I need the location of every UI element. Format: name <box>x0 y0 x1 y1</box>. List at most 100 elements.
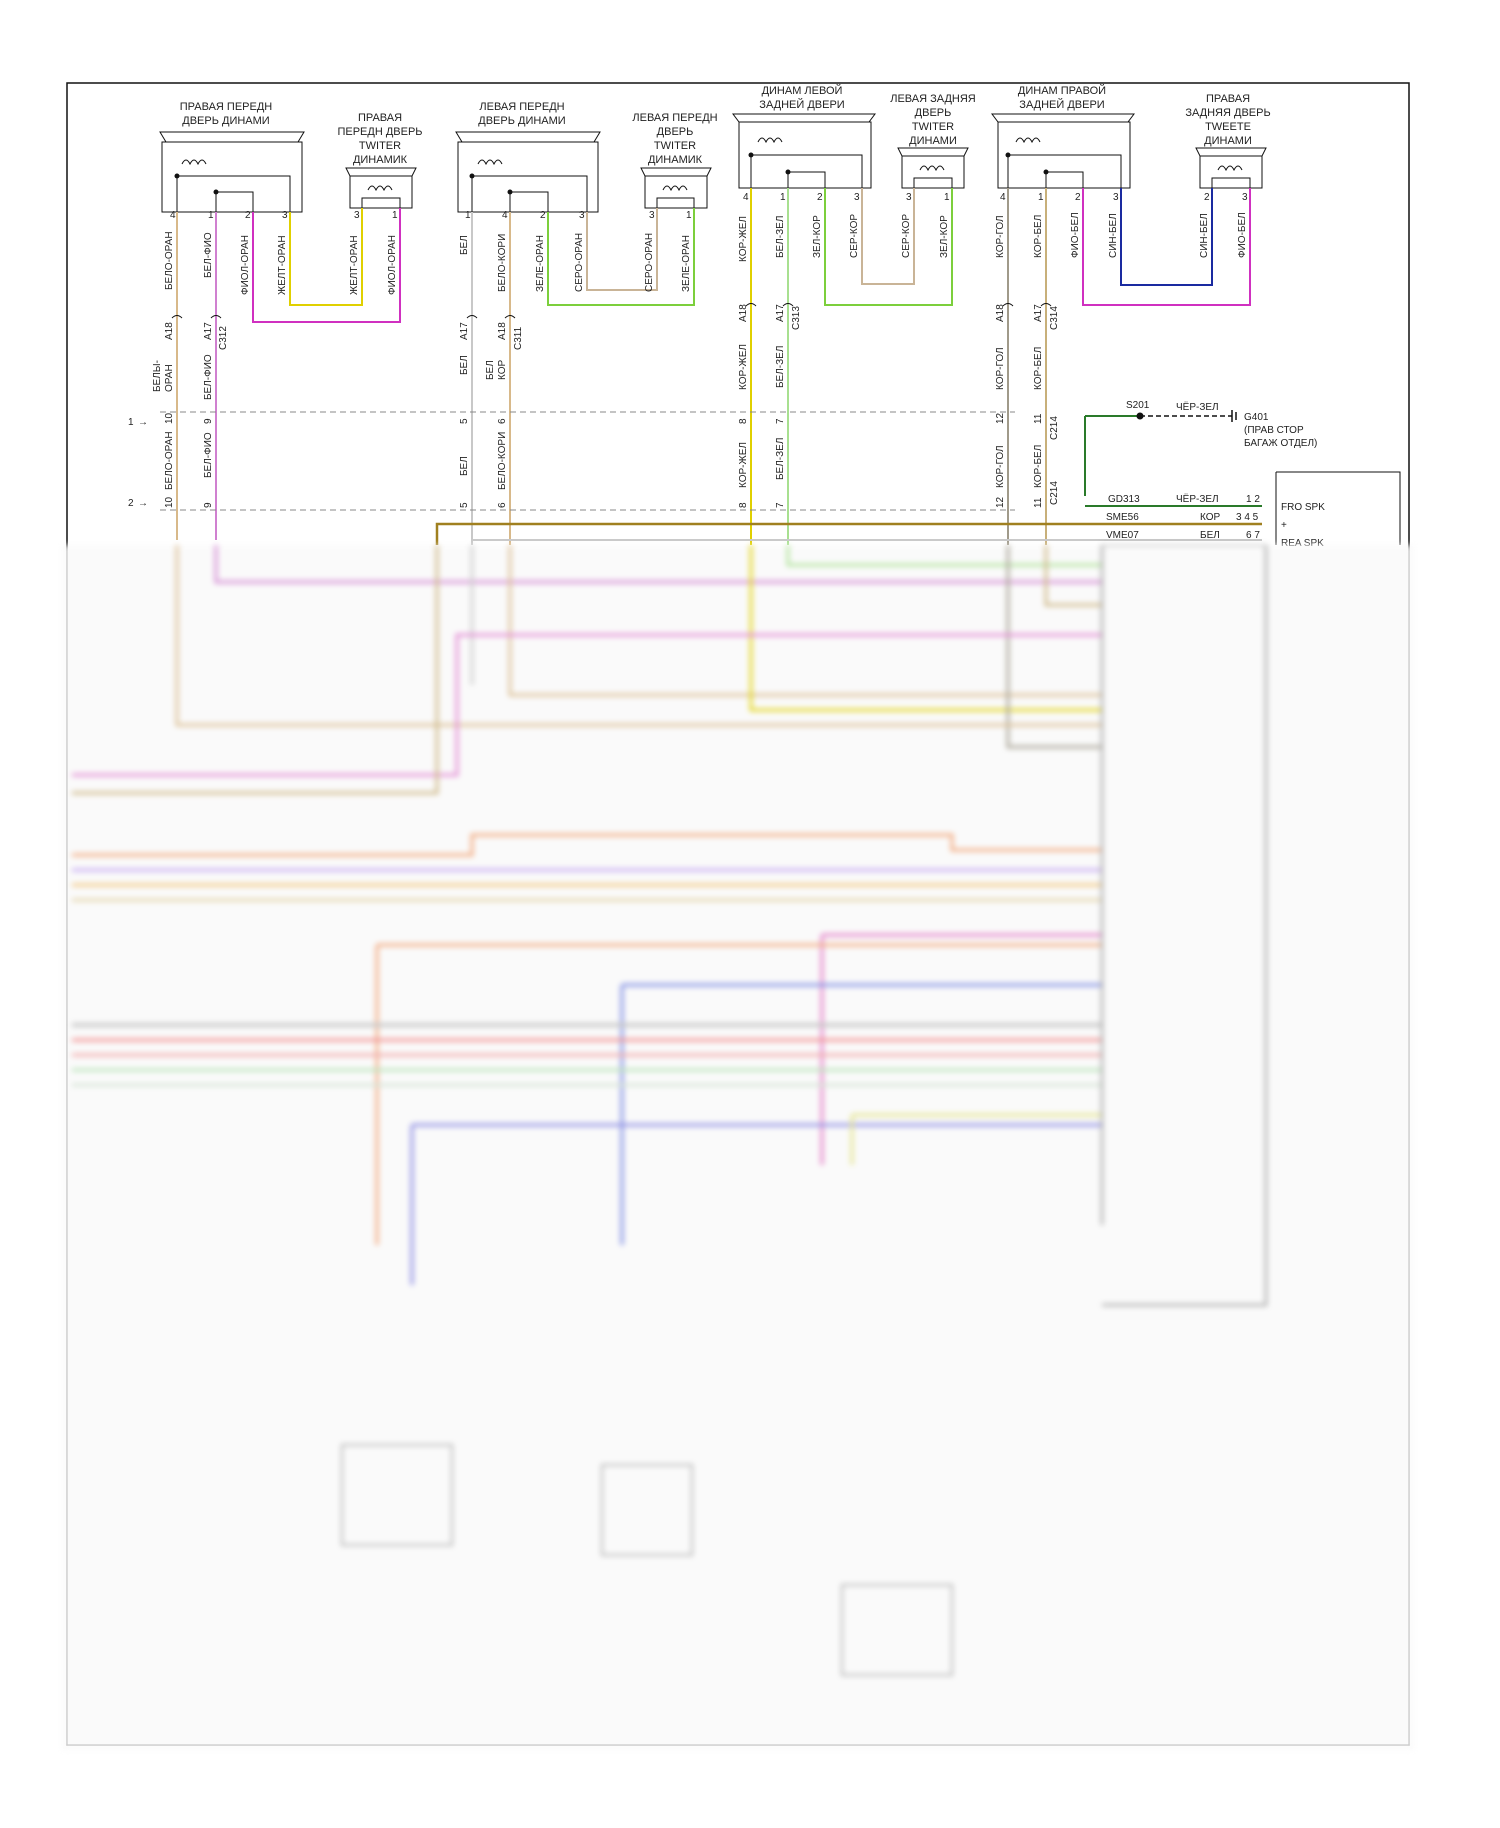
low-lf-label-2: БЕЛО-КОРИ <box>497 432 508 490</box>
row1-pin-7: 7 <box>775 418 786 424</box>
rr-tweeter-title-2: ЗАДНЯЯ ДВЕРЬ <box>1185 107 1270 119</box>
rf-mid-label-1a: БЕЛЫ- <box>152 360 163 392</box>
rf-wire-label-1: БЕЛО-ОРАН <box>164 231 175 290</box>
rrt-wire-label-1: СИН-БЕЛ <box>1199 213 1210 258</box>
row1-pin-6: 6 <box>497 418 508 424</box>
module-label-plus: + <box>1281 520 1287 531</box>
module-label-fro-spk: FRO SPK <box>1281 502 1325 513</box>
lf-conn-c311: C311 <box>513 326 524 350</box>
rr-tweeter: ПРАВАЯ ЗАДНЯЯ ДВЕРЬ TWEETE ДИНАМИ <box>1185 93 1271 189</box>
lf-mid-label-2b: КОР <box>497 360 508 380</box>
lf-wire-label-1: БЕЛ <box>459 235 470 255</box>
module-color-row-2: КОР <box>1200 512 1220 523</box>
lf-pin-4: 4 <box>502 210 508 221</box>
rf-tweeter-title-3: TWITER <box>359 140 401 152</box>
lf-door-title-2: ДВЕРЬ ДИНАМИ <box>478 115 565 127</box>
rf-tweeter-title-1: ПРАВАЯ <box>358 112 402 124</box>
lr-pin-2: 2 <box>817 192 823 203</box>
low-lr-label-2: БЕЛ-ЗЕЛ <box>775 438 786 480</box>
row2-pin-9: 9 <box>203 502 214 508</box>
low-rf-label-2: БЕЛ-ФИО <box>203 432 214 478</box>
row1-pin-11: 11 <box>1033 413 1044 424</box>
rf-pin-2: 2 <box>245 210 251 221</box>
rr-mid-label-2: КОР-БЕЛ <box>1033 347 1044 390</box>
row1-pin-9: 9 <box>203 418 214 424</box>
lf-tweeter-title-3: TWITER <box>654 140 696 152</box>
lf-door-speaker: ЛЕВАЯ ПЕРЕДН ДВЕРЬ ДИНАМИ <box>455 101 601 213</box>
rr-wire-label-3: ФИО-БЕЛ <box>1070 212 1081 258</box>
row-2-arrow: → <box>138 498 148 509</box>
module-pins-row-3: 6 7 <box>1246 530 1260 541</box>
rr-wire-label-4: СИН-БЕЛ <box>1108 213 1119 258</box>
lf-door-title-1: ЛЕВАЯ ПЕРЕДН <box>479 101 564 113</box>
rr-tweeter-title-3: TWEETE <box>1205 121 1251 133</box>
module-color-row-3: БЕЛ <box>1200 530 1220 541</box>
lr-wire-label-4: СЕР-КОР <box>849 214 860 258</box>
lf-tw-pin-1: 1 <box>686 210 692 221</box>
rf-conn-a18: A18 <box>164 322 175 340</box>
rr-tweeter-title-4: ДИНАМИ <box>1204 135 1252 147</box>
rr-conn-a17: A17 <box>1033 304 1044 322</box>
ground-splice: S201 ЧЁР-ЗЕЛ G401 (ПРАВ СТОР БАГАЖ ОТДЕЛ… <box>1084 400 1317 496</box>
row1-pin-12: 12 <box>995 412 1006 424</box>
splice-s201: S201 <box>1126 400 1150 411</box>
module-color-row-1: ЧЁР-ЗЕЛ <box>1176 493 1219 505</box>
lr-tweeter-title-4: ДИНАМИ <box>909 135 957 147</box>
row-1-arrow: → <box>138 417 148 428</box>
lr-mid-label-1: КОР-ЖЕЛ <box>738 344 749 390</box>
rf-tw-pin-3: 3 <box>354 210 360 221</box>
row2-pin-8: 8 <box>738 502 749 508</box>
rft-wire-label-1: ЖЕЛТ-ОРАН <box>349 235 360 295</box>
low-lf-label-1: БЕЛ <box>459 456 470 476</box>
module-pins-row-1: 1 2 <box>1246 494 1260 505</box>
lr-tweeter-title-1: ЛЕВАЯ ЗАДНЯЯ <box>890 93 976 105</box>
lf-wire-label-4: СЕРО-ОРАН <box>574 233 585 292</box>
rr-mid-label-1: КОР-ГОЛ <box>995 347 1006 390</box>
lr-conn-c313: C313 <box>791 306 802 330</box>
rr-conn-c314: C314 <box>1049 306 1060 330</box>
rf-tweeter: ПРАВАЯ ПЕРЕДН ДВЕРЬ TWITER ДИНАМИК <box>337 112 423 209</box>
rr-door-speaker: ДИНАМ ПРАВОЙ ЗАДНЕЙ ДВЕРИ <box>991 84 1135 189</box>
module-circuit-sme56: SME56 <box>1106 512 1139 523</box>
row-1-marker: 1 <box>128 417 134 428</box>
rf-conn-a17: A17 <box>203 322 214 340</box>
rr-pin-2: 2 <box>1075 192 1081 203</box>
rf-tweeter-title-2: ПЕРЕДН ДВЕРЬ <box>337 126 422 138</box>
lf-tw-pin-3: 3 <box>649 210 655 221</box>
row2-pin-6: 6 <box>497 502 508 508</box>
rf-door-speaker: ПРАВАЯ ПЕРЕДН ДВЕРЬ ДИНАМИ <box>159 101 305 213</box>
rf-wire-label-2: БЕЛ-ФИО <box>203 232 214 278</box>
lf-tweeter: ЛЕВАЯ ПЕРЕДН ДВЕРЬ TWITER ДИНАМИК <box>632 112 718 209</box>
ground-desc-2: БАГАЖ ОТДЕЛ) <box>1244 438 1317 449</box>
lr-wire-label-1: КОР-ЖЕЛ <box>738 216 749 262</box>
lft-wire-label-2: ЗЕЛЕ-ОРАН <box>681 235 692 292</box>
lf-pin-2: 2 <box>540 210 546 221</box>
lr-wire-label-3: ЗЕЛ-КОР <box>812 215 823 258</box>
lr-wire-label-2: БЕЛ-ЗЕЛ <box>775 216 786 258</box>
lrt-wire-label-2: ЗЕЛ-КОР <box>939 215 950 258</box>
lrt-wire-label-1: СЕР-КОР <box>901 214 912 258</box>
lf-wire-label-2: БЕЛО-КОРИ <box>497 234 508 292</box>
lf-mid-label-2a: БЕЛ <box>485 360 496 380</box>
low-rf-label-1: БЕЛО-ОРАН <box>164 431 175 490</box>
ground-g401: G401 <box>1244 412 1269 423</box>
row1-conn-c214: C214 <box>1049 416 1060 440</box>
module-label-rea-spk: REA SPK <box>1281 538 1324 549</box>
module-pins-row-2: 3 4 5 <box>1236 512 1259 523</box>
lf-conn-a18: A18 <box>497 322 508 340</box>
lft-wire-label-1: СЕРО-ОРАН <box>644 233 655 292</box>
row-2-marker: 2 <box>128 498 134 509</box>
lf-wire-label-3: ЗЕЛЕ-ОРАН <box>535 235 546 292</box>
rf-conn-c312: C312 <box>218 326 229 350</box>
rf-mid-label-2: БЕЛ-ФИО <box>203 354 214 400</box>
rf-wire-label-3: ФИОЛ-ОРАН <box>240 235 251 295</box>
lr-door-title-2: ЗАДНЕЙ ДВЕРИ <box>759 98 844 111</box>
lr-pin-3: 3 <box>854 192 860 203</box>
rr-wire-label-1: КОР-ГОЛ <box>995 215 1006 258</box>
lr-tw-pin-1: 1 <box>944 192 950 203</box>
lf-tweeter-title-2: ДВЕРЬ <box>657 126 694 138</box>
lr-pin-4: 4 <box>743 192 749 203</box>
ground-desc-1: (ПРАВ СТОР <box>1244 425 1304 436</box>
rr-wire-label-2: КОР-БЕЛ <box>1033 215 1044 258</box>
